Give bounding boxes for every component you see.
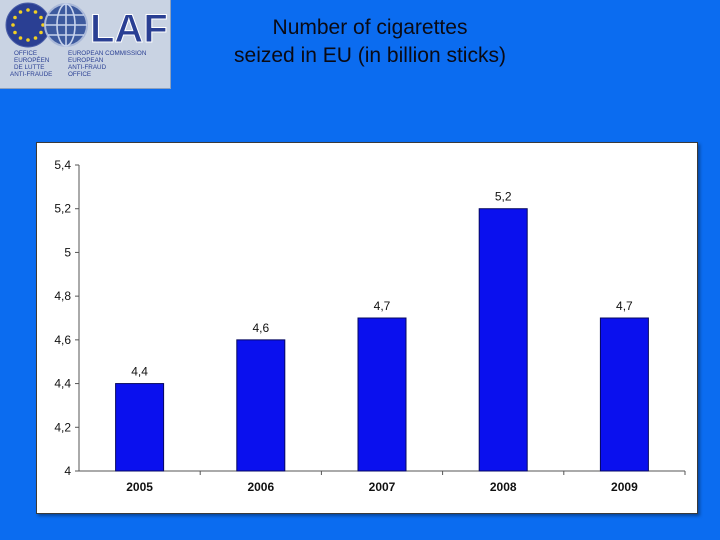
bar-2009 <box>599 317 649 472</box>
logo-text-fr-3: ANTI-FRAUDE <box>10 71 52 78</box>
data-label-2008: 5,2 <box>495 190 512 204</box>
x-tick-label-2005: 2005 <box>126 480 153 494</box>
logo-text-fr-0: OFFICE <box>14 50 37 57</box>
y-tick-label: 4 <box>64 464 71 478</box>
logo-text-en-2: ANTI-FRAUD <box>68 64 107 71</box>
y-tick-label: 4,8 <box>54 289 71 303</box>
bar-chart: 4 4,2 4,4 4,6 4,8 5 5,2 5,4 4,4 2005 4,6 2006 4,7 200… <box>54 158 686 494</box>
logo-text-en-1: EUROPEAN <box>68 57 104 64</box>
logo-text-fr-1: EUROPÉEN <box>14 55 50 64</box>
x-tick-label-2009: 2009 <box>611 480 638 494</box>
x-tick-label-2006: 2006 <box>247 480 274 494</box>
data-label-2006: 4,6 <box>252 321 269 335</box>
x-tick-label-2007: 2007 <box>369 480 396 494</box>
y-tick-label: 5 <box>64 245 71 259</box>
y-tick-label: 5,4 <box>54 158 71 172</box>
eu-stars-icon <box>11 8 45 42</box>
title-line-1: Number of cigarettes <box>272 16 468 39</box>
bar-chart-panel: 4 4,2 4,4 4,6 4,8 5 5,2 5,4 4,4 2005 4,6 2006 4,7 200… <box>36 142 698 514</box>
olaf-logo: LAF OFFICE EUROPÉEN DE LUTTE ANTI-FRAUDE E… <box>0 0 171 89</box>
y-tick-label: 5,2 <box>54 202 71 216</box>
logo-text-en-3: OFFICE <box>68 71 91 78</box>
data-label-2007: 4,7 <box>374 299 391 313</box>
y-tick-label: 4,6 <box>54 333 71 347</box>
bar-2006 <box>236 339 286 472</box>
title-line-2: seized in EU (in billion sticks) <box>234 44 506 67</box>
y-tick-label: 4,2 <box>54 420 71 434</box>
x-tick-label-2008: 2008 <box>490 480 517 494</box>
slide-title: Number of cigarettes seized in EU (in bi… <box>180 14 560 70</box>
bar-2008 <box>478 208 528 472</box>
data-label-2005: 4,4 <box>131 365 148 379</box>
data-label-2009: 4,7 <box>616 299 633 313</box>
logo-text-en-0: EUROPEAN COMMISSION <box>68 50 147 57</box>
bar-2005 <box>115 383 165 472</box>
bar-2007 <box>357 317 407 472</box>
y-tick-label: 4,4 <box>54 377 71 391</box>
logo-text-fr-2: DE LUTTE <box>14 64 44 71</box>
logo-letters: LAF <box>90 7 168 51</box>
